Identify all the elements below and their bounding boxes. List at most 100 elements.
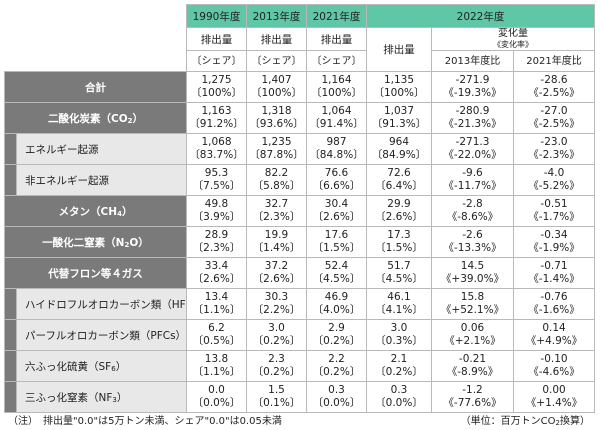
share-value: 〔83.7%〕 [189, 149, 244, 161]
cell-change-2021: -23.0 《-2.3%》 [512, 133, 596, 165]
emission-value: 1,275 [201, 74, 232, 86]
change-value: -1.2 [462, 384, 483, 396]
share-value: 〔7.5%〕 [192, 180, 241, 192]
change-rate: 《-2.3%》 [528, 149, 580, 161]
cell-1990: 13.4 〔1.1%〕 [186, 288, 247, 320]
share-value: 〔91.4%〕 [309, 118, 364, 130]
share-value: 〔4.5%〕 [375, 273, 423, 285]
change-rate: 《-2.5%》 [528, 87, 580, 99]
cell-change-2021: 0.00 《+1.4%》 [512, 381, 596, 413]
emission-value: 3.0 [390, 322, 408, 334]
cell-2022: 1,135 〔100%〕 [366, 71, 432, 103]
row-label-tail: O） [129, 236, 149, 249]
table-row: エネルギー起源 1,068 〔83.7%〕 1,235 〔87.8%〕 987 〔84.8%… [4, 133, 596, 165]
cell-2013: 82.2 〔5.8%〕 [246, 164, 307, 196]
share-value: 〔100%〕 [310, 87, 363, 99]
emission-value: 13.4 [204, 291, 229, 303]
row-label-text: 代替フロン等４ガス [48, 267, 143, 280]
emission-value: 2.9 [328, 322, 345, 334]
share-value: 〔2.6%〕 [312, 211, 361, 223]
emission-value: 1,163 [201, 105, 232, 117]
change-rate: 《-8.9%》 [446, 366, 499, 378]
cell-2022: 29.9 〔2.6%〕 [366, 195, 432, 227]
emission-value: 0.0 [208, 384, 225, 396]
share-value: 〔2.3%〕 [192, 242, 241, 254]
emission-value: 76.6 [324, 167, 349, 179]
emission-value: 1,135 [383, 74, 415, 86]
emission-value: 32.7 [264, 198, 289, 210]
share-value: 〔5.8%〕 [252, 180, 301, 192]
cell-2022: 72.6 〔6.4%〕 [366, 164, 432, 196]
share-label-1990: 〔シェア〕 [186, 50, 247, 72]
share-value: 〔100%〕 [190, 87, 243, 99]
year-header-2021: 2021年度 [306, 4, 367, 28]
change-value: -0.71 [540, 260, 568, 272]
cell-2022: 46.1 〔4.1%〕 [366, 288, 432, 320]
emission-value: 1,068 [201, 136, 232, 148]
cell-2013: 3.0 〔0.2%〕 [246, 319, 307, 351]
share-value: 〔4.0%〕 [312, 304, 361, 316]
cell-change-2013: -0.21 《-8.9%》 [431, 350, 514, 382]
unit-note-prefix: （単位：百万トンCO [460, 416, 556, 427]
share-value: 〔2.6%〕 [252, 273, 301, 285]
row-label-text: 一酸化二窒素（N [42, 236, 125, 249]
cell-change-2013: 0.06 《+2.1%》 [431, 319, 514, 351]
cell-change-2021: 0.14 《+4.9%》 [512, 319, 596, 351]
share-value: 〔2.6%〕 [375, 211, 423, 223]
change-rate: 《-1.4%》 [528, 273, 580, 285]
row-label: ハイドロフルオロカーボン類（HFCs） [16, 288, 187, 320]
cell-change-2013: -280.9 《-21.3%》 [431, 102, 514, 134]
share-value: 〔0.2%〕 [312, 366, 361, 378]
change-value: 0.06 [460, 322, 485, 334]
category-band [4, 288, 17, 320]
cell-change-2021: -0.76 《-1.6%》 [512, 288, 596, 320]
change-value: -280.9 [455, 105, 490, 117]
cell-2013: 1,407 〔100%〕 [246, 71, 307, 103]
cell-1990: 1,163 〔91.2%〕 [186, 102, 247, 134]
cell-1990: 1,275 〔100%〕 [186, 71, 247, 103]
emission-value: 0.3 [390, 384, 408, 396]
emission-value: 95.3 [204, 167, 229, 179]
cell-1990: 6.2 〔0.5%〕 [186, 319, 247, 351]
emission-value: 46.9 [324, 291, 349, 303]
row-label: エネルギー起源 [16, 133, 187, 165]
share-value: 〔6.6%〕 [312, 180, 361, 192]
emission-value: 964 [388, 136, 410, 148]
emission-value: 1,235 [261, 136, 292, 148]
cell-2013: 2.3 〔0.2%〕 [246, 350, 307, 382]
change-rate: 《-2.5%》 [528, 118, 580, 130]
cell-2021: 76.6 〔6.6%〕 [306, 164, 367, 196]
change-value: -27.0 [540, 105, 568, 117]
change-value: 15.8 [460, 291, 485, 303]
change-rate: 《+1.4%》 [525, 397, 583, 409]
table-row: 合計 1,275 〔100%〕 1,407 〔100%〕 1,164 〔100%〕 1,135… [4, 71, 596, 103]
share-value: 〔1.5%〕 [312, 242, 361, 254]
emissions-label-2022: 排出量 [366, 27, 432, 72]
row-label: メタン（CH4） [4, 195, 187, 227]
emission-value: 82.2 [264, 167, 289, 179]
footnote: （注） 排出量"0.0"は5万トン未満、シェア"0.0"は0.05未満 [8, 416, 282, 427]
emissions-label-2021: 排出量 [306, 27, 367, 51]
cell-change-2021: -0.71 《-1.4%》 [512, 257, 596, 289]
change-label: 変化量 [498, 28, 529, 40]
share-value: 〔6.4%〕 [375, 180, 423, 192]
cell-change-2021: -0.34 《-1.9%》 [512, 226, 596, 258]
row-label-text: 二酸化炭素（CO [47, 112, 128, 125]
row-label-tail: ） [115, 360, 127, 373]
emission-value: 1,037 [383, 105, 415, 117]
cell-1990: 0.0 〔0.0%〕 [186, 381, 247, 413]
table-body: 合計 1,275 〔100%〕 1,407 〔100%〕 1,164 〔100%〕 1,135… [4, 71, 596, 413]
change-rate: 《-21.3%》 [443, 118, 502, 130]
emission-value: 1,064 [321, 105, 352, 117]
emission-value: 30.3 [264, 291, 289, 303]
change-value: -271.9 [455, 74, 490, 86]
cell-2021: 30.4 〔2.6%〕 [306, 195, 367, 227]
cell-2022: 1,037 〔91.3%〕 [366, 102, 432, 134]
share-value: 〔0.2%〕 [252, 335, 301, 347]
share-value: 〔87.8%〕 [249, 149, 304, 161]
change-rate: 《-1.6%》 [528, 304, 580, 316]
row-label: 六ふっ化硫黄（SF6） [16, 350, 187, 382]
cell-2021: 1,164 〔100%〕 [306, 71, 367, 103]
category-band [4, 381, 17, 413]
share-value: 〔91.3%〕 [371, 118, 427, 130]
